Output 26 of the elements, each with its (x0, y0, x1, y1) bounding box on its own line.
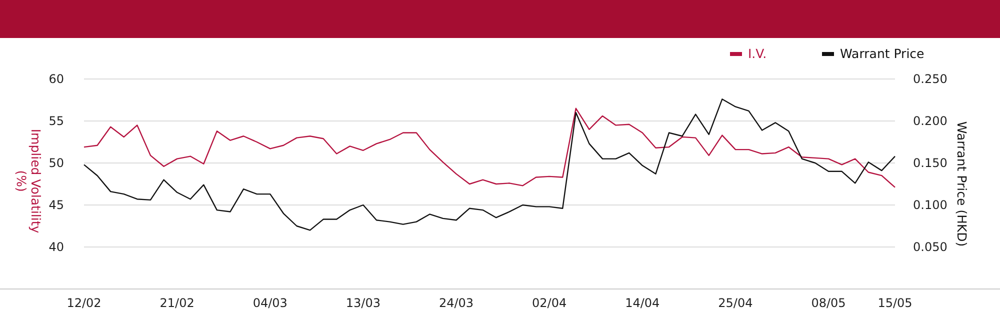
legend-label: Warrant Price (840, 46, 925, 61)
y2-tick-label: 0.200 (913, 114, 948, 128)
x-tick-label: 04/03 (252, 296, 288, 310)
x-tick-label: 25/04 (718, 296, 753, 310)
y2-tick-label: 0.250 (913, 72, 948, 86)
y-tick-label: 50 (48, 156, 64, 170)
legend-label: I.V. (748, 46, 767, 61)
y-axis-title: Implied Volatility (%) (14, 128, 44, 234)
x-tick-label: 15/05 (878, 296, 912, 310)
y-tick-label: 40 (48, 240, 64, 254)
x-tick-label: 21/02 (160, 296, 194, 310)
y2-tick-label: 0.100 (913, 198, 948, 212)
line-series (83, 108, 896, 188)
x-tick-label: 08/05 (811, 296, 846, 310)
y2-axis-title: Warrant Price (HKD) (954, 121, 970, 247)
x-tick-label: 13/03 (346, 296, 380, 310)
line-series (83, 98, 896, 231)
x-tick-label: 14/04 (625, 296, 660, 310)
x-tick-label: 12/02 (66, 296, 102, 310)
y-tick-label: 60 (48, 72, 64, 86)
y-tick-label: 55 (48, 114, 64, 128)
y-tick-label: 45 (48, 198, 64, 212)
y2-tick-label: 0.050 (913, 240, 948, 254)
x-tick-label: 24/03 (438, 296, 474, 310)
x-tick-label: 02/04 (532, 296, 567, 310)
y2-tick-label: 0.150 (913, 156, 948, 170)
